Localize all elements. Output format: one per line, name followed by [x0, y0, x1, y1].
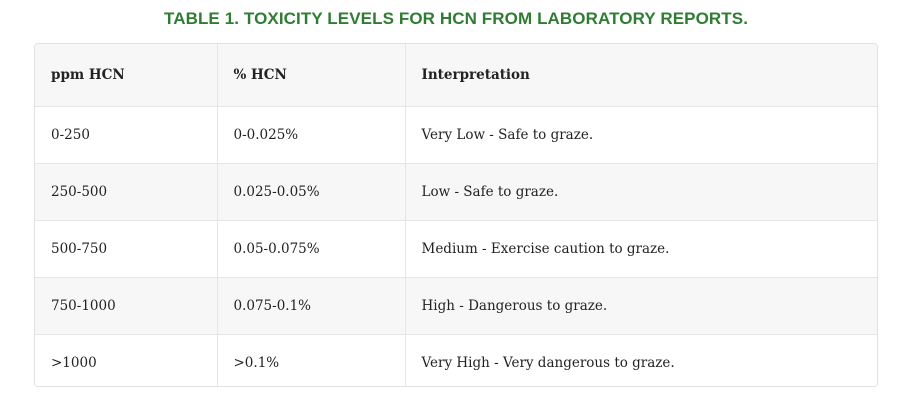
cell-interpretation: Very Low - Safe to graze.: [404, 106, 877, 164]
cell-ppm: 500-750: [35, 220, 217, 278]
cell-interpretation: Medium - Exercise caution to graze.: [404, 220, 877, 278]
column-header-ppm: ppm HCN: [35, 44, 217, 107]
table-row: 750-1000 0.075-0.1% High - Dangerous to …: [35, 277, 877, 335]
toxicity-table: ppm HCN % HCN Interpretation 0-250 0-0.0…: [34, 43, 878, 387]
cell-ppm: >1000: [35, 334, 217, 386]
table-row: 250-500 0.025-0.05% Low - Safe to graze.: [35, 163, 877, 221]
cell-percent: 0.05-0.075%: [216, 220, 405, 278]
table-row: 500-750 0.05-0.075% Medium - Exercise ca…: [35, 220, 877, 278]
cell-ppm: 250-500: [35, 163, 217, 221]
table-row: >1000 >0.1% Very High - Very dangerous t…: [35, 334, 877, 386]
cell-interpretation: High - Dangerous to graze.: [404, 277, 877, 335]
cell-interpretation: Low - Safe to graze.: [404, 163, 877, 221]
cell-percent: 0.025-0.05%: [216, 163, 405, 221]
cell-percent: >0.1%: [216, 334, 405, 386]
cell-interpretation: Very High - Very dangerous to graze.: [404, 334, 877, 386]
column-header-percent: % HCN: [216, 44, 405, 107]
cell-ppm: 0-250: [35, 106, 217, 164]
column-header-interpretation: Interpretation: [404, 44, 877, 107]
table-row: 0-250 0-0.025% Very Low - Safe to graze.: [35, 106, 877, 164]
cell-percent: 0.075-0.1%: [216, 277, 405, 335]
table-title: TABLE 1. TOXICITY LEVELS FOR HCN FROM LA…: [163, 9, 749, 28]
table-header-row: ppm HCN % HCN Interpretation: [35, 44, 877, 107]
cell-ppm: 750-1000: [35, 277, 217, 335]
cell-percent: 0-0.025%: [216, 106, 405, 164]
